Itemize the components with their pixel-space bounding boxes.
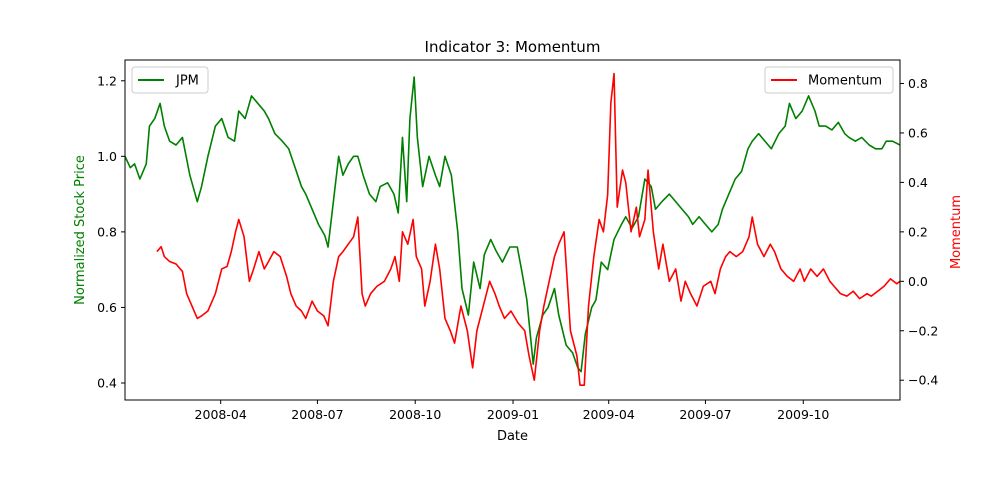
y-left-tick-label: 1.0 bbox=[97, 149, 117, 164]
y-axis-right-label: Momentum bbox=[949, 195, 964, 269]
y-right-tick-label: 0.8 bbox=[908, 76, 928, 91]
x-tick-label: 2008-07 bbox=[291, 407, 343, 422]
legend-left-box bbox=[131, 66, 209, 94]
y-right-tick-label: 0.0 bbox=[908, 274, 928, 289]
legend-right-label: Momentum bbox=[808, 74, 882, 89]
x-tick-label: 2009-04 bbox=[583, 407, 635, 422]
y-left-tick-label: 0.8 bbox=[97, 224, 117, 239]
legend-left: JPM bbox=[131, 66, 209, 94]
legend-left-label: JPM bbox=[175, 74, 199, 89]
y-axis-left: 0.4 0.6 0.8 1.0 1.2 bbox=[97, 73, 125, 391]
y-left-tick-label: 1.2 bbox=[97, 73, 117, 88]
x-tick-label: 2009-10 bbox=[777, 407, 829, 422]
axes-frame bbox=[124, 59, 901, 401]
legend-right-box bbox=[764, 66, 894, 94]
legend-right: Momentum bbox=[764, 66, 894, 94]
x-axis: 2008-04 2008-07 2008-10 2009-01 2009-04 2009-… bbox=[195, 400, 829, 422]
y-left-tick-label: 0.6 bbox=[97, 300, 117, 315]
y-right-tick-label: 0.2 bbox=[908, 224, 928, 239]
series-line-momentum bbox=[156, 72, 900, 386]
x-tick-label: 2009-07 bbox=[679, 407, 731, 422]
x-tick-label: 2008-04 bbox=[195, 407, 247, 422]
y-right-tick-label: 0.4 bbox=[908, 175, 928, 190]
chart-title: Indicator 3: Momentum bbox=[425, 38, 601, 56]
x-tick-label: 2009-01 bbox=[487, 407, 539, 422]
plot-area bbox=[125, 72, 900, 386]
y-right-tick-label: −0.2 bbox=[908, 323, 938, 338]
x-tick-label: 2008-10 bbox=[389, 407, 441, 422]
y-axis-right: −0.4 −0.2 0.0 0.2 0.4 0.6 0.8 bbox=[900, 76, 938, 388]
y-right-tick-label: 0.6 bbox=[908, 125, 928, 140]
y-right-tick-label: −0.4 bbox=[908, 373, 938, 388]
x-axis-label: Date bbox=[497, 429, 528, 444]
y-left-tick-label: 0.4 bbox=[97, 376, 117, 391]
series-line-jpm bbox=[125, 76, 900, 373]
y-axis-left-label: Normalized Stock Price bbox=[73, 155, 88, 305]
